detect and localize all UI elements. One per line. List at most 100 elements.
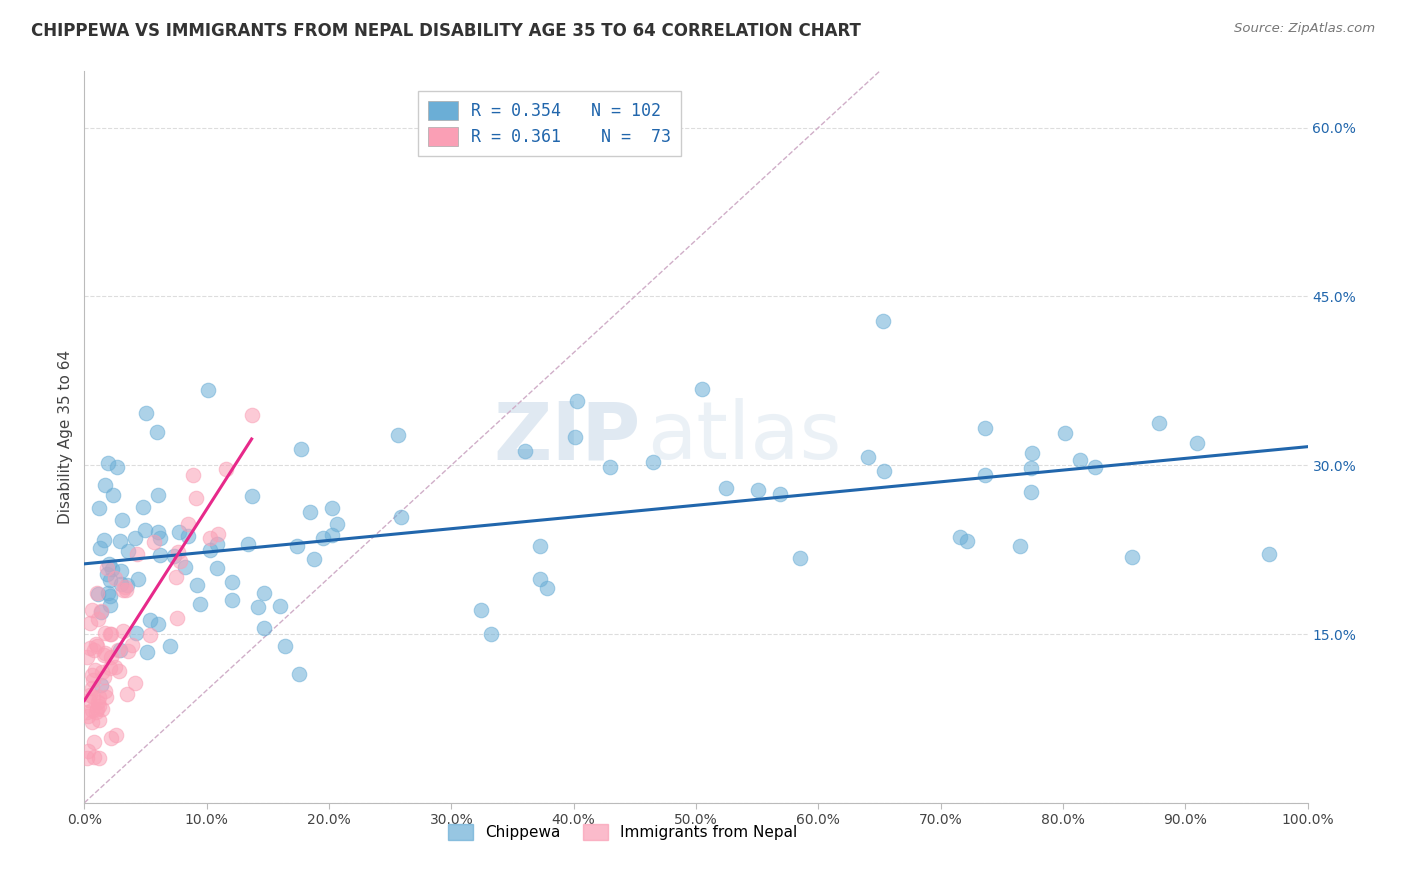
Point <box>86 695 108 709</box>
Point <box>529 572 551 586</box>
Text: CHIPPEWA VS IMMIGRANTS FROM NEPAL DISABILITY AGE 35 TO 64 CORRELATION CHART: CHIPPEWA VS IMMIGRANTS FROM NEPAL DISABI… <box>31 22 860 40</box>
Point <box>84 637 107 651</box>
Point <box>117 644 139 658</box>
Point <box>146 425 169 439</box>
Point <box>1021 445 1043 459</box>
Point <box>89 751 111 765</box>
Point <box>80 703 103 717</box>
Point <box>110 564 132 578</box>
Point <box>94 690 117 705</box>
Point <box>221 593 243 607</box>
Point <box>312 531 335 545</box>
Point <box>321 528 343 542</box>
Point <box>973 468 995 483</box>
Point <box>86 702 108 716</box>
Point <box>100 562 122 576</box>
Point <box>641 455 664 469</box>
Point <box>104 660 127 674</box>
Point <box>529 539 551 553</box>
Point <box>470 603 492 617</box>
Point <box>326 517 349 532</box>
Point <box>93 533 115 547</box>
Point <box>108 534 131 549</box>
Point <box>80 714 103 729</box>
Point <box>125 547 148 561</box>
Point <box>107 643 129 657</box>
Point <box>86 585 108 599</box>
Point <box>949 530 972 544</box>
Point <box>1021 460 1043 475</box>
Point <box>236 536 259 550</box>
Point <box>956 534 979 549</box>
Point <box>167 545 190 559</box>
Point <box>105 729 128 743</box>
Point <box>79 688 101 702</box>
Y-axis label: Disability Age 35 to 64: Disability Age 35 to 64 <box>58 350 73 524</box>
Point <box>108 643 131 657</box>
Point <box>89 698 111 713</box>
Point <box>100 731 122 745</box>
Point <box>1147 416 1170 430</box>
Point <box>82 602 104 616</box>
Point <box>186 578 208 592</box>
Point <box>87 612 110 626</box>
Point <box>177 517 200 532</box>
Point <box>143 534 166 549</box>
Point <box>117 544 139 558</box>
Point <box>96 567 118 582</box>
Point <box>1084 460 1107 475</box>
Point <box>240 408 263 422</box>
Point <box>389 509 412 524</box>
Point <box>76 650 98 665</box>
Point <box>90 678 112 692</box>
Point <box>240 489 263 503</box>
Point <box>269 599 291 613</box>
Point <box>1069 453 1091 467</box>
Point <box>97 586 120 600</box>
Point <box>93 648 115 662</box>
Point <box>87 690 110 705</box>
Point <box>117 578 139 592</box>
Point <box>599 459 621 474</box>
Point <box>177 529 200 543</box>
Point <box>321 500 343 515</box>
Point <box>77 693 100 707</box>
Point <box>127 572 149 586</box>
Point <box>82 673 104 687</box>
Point <box>481 627 503 641</box>
Point <box>86 639 108 653</box>
Point <box>169 553 191 567</box>
Point <box>111 513 134 527</box>
Point <box>690 382 713 396</box>
Point <box>110 576 132 591</box>
Point <box>769 487 792 501</box>
Point <box>98 589 121 603</box>
Point <box>184 491 207 505</box>
Point <box>90 604 112 618</box>
Legend: Chippewa, Immigrants from Nepal: Chippewa, Immigrants from Nepal <box>441 818 803 847</box>
Text: Source: ZipAtlas.com: Source: ZipAtlas.com <box>1234 22 1375 36</box>
Point <box>298 505 321 519</box>
Point <box>97 456 120 470</box>
Point <box>1054 426 1077 441</box>
Point <box>253 621 276 635</box>
Point <box>79 641 101 656</box>
Point <box>124 531 146 545</box>
Point <box>872 314 894 328</box>
Point <box>188 597 211 611</box>
Point <box>149 548 172 562</box>
Point <box>159 639 181 653</box>
Point <box>96 561 118 575</box>
Point <box>89 541 111 556</box>
Point <box>858 450 880 464</box>
Point <box>200 543 222 558</box>
Point <box>873 464 896 478</box>
Point <box>166 611 188 625</box>
Point <box>93 683 115 698</box>
Point <box>100 627 122 641</box>
Point <box>115 687 138 701</box>
Point <box>124 626 146 640</box>
Point <box>84 663 107 677</box>
Point <box>169 524 191 539</box>
Point <box>111 624 134 639</box>
